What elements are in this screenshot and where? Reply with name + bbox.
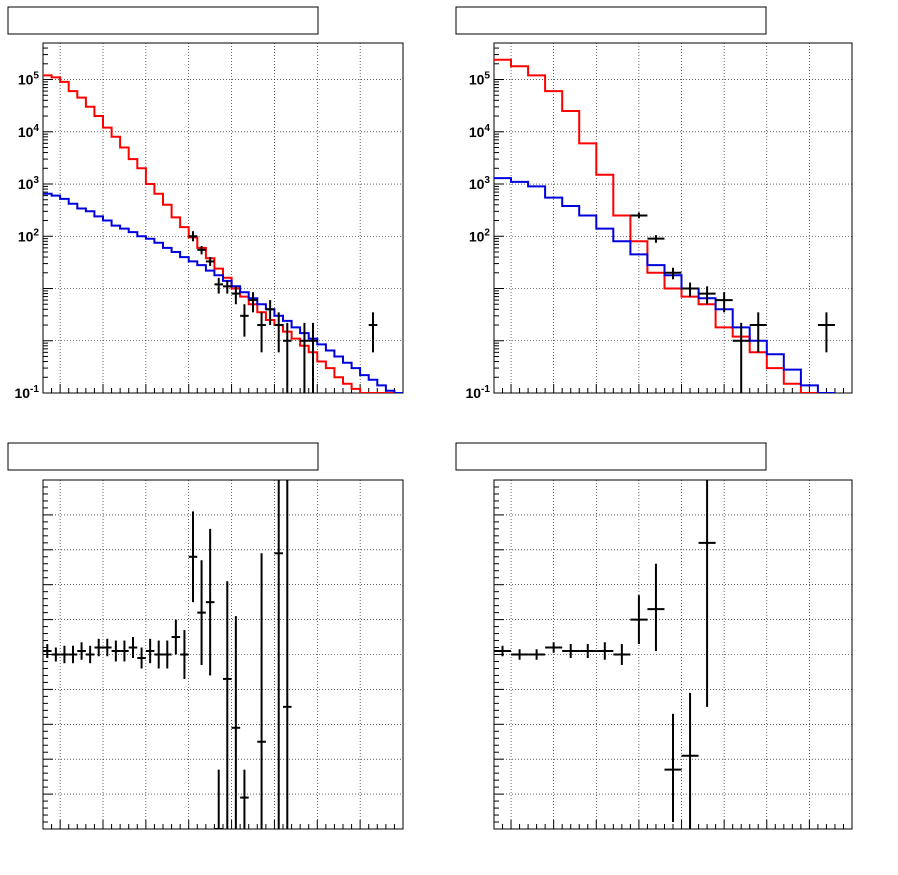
data-point [817,312,835,353]
title-box [7,6,319,35]
data-point [137,647,146,669]
data-point [180,630,189,679]
chart-panel-counts-right: 10-1 102 103 104 105 [455,6,853,401]
data-point [562,644,580,658]
chart-panel-residual-left [7,442,404,830]
data-point [664,267,682,280]
data-point [630,212,648,219]
y-tick-label: 10-1 [14,384,39,401]
data-point [68,645,78,664]
data-point [128,637,138,658]
y-tick-label: 102 [469,227,491,244]
y-tick-label: 104 [18,123,40,140]
data-point [257,553,266,829]
data-point [240,304,249,337]
data-point [51,647,61,662]
data-point [197,560,206,665]
data-point [85,645,95,664]
data-point [77,642,86,660]
data-point [300,322,309,393]
data-point [205,257,215,266]
data-point [231,286,241,305]
data-point [545,642,563,653]
data-point [248,292,258,313]
series-line-model_background [494,177,835,393]
data-point [698,480,716,707]
data-point [171,619,181,655]
data-point [528,649,546,660]
data-point [698,286,716,305]
data-point [111,640,121,662]
data-point [257,312,266,353]
data-point [188,511,198,603]
data-point [43,644,52,658]
data-point [283,322,292,393]
y-tick-label: 103 [469,175,491,192]
data-point [596,642,614,660]
y-tick-label: 105 [469,71,491,88]
data-point [308,322,318,393]
y-tick-label: 102 [18,227,40,244]
series-line-model_background [43,192,403,393]
data-point [154,640,163,669]
data-point [274,312,283,353]
data-point [494,645,512,657]
data-point [749,312,767,353]
data-point [94,638,103,657]
data-point [511,649,529,660]
data-point [223,280,232,294]
data-point [732,322,750,393]
data-point [579,644,597,658]
series-line-model_total [494,58,835,393]
data-point [368,312,378,353]
data-point [223,581,232,829]
data-point [664,713,682,823]
title-box [455,442,767,471]
data-point [145,638,155,664]
data-point [274,480,283,829]
data-point [163,640,172,669]
data-point [613,644,631,665]
title-box [455,6,767,35]
data-point [283,480,292,829]
plot-frame [493,42,853,394]
data-point [630,595,648,645]
data-point [647,235,665,243]
y-tick-label: 10-1 [465,384,490,401]
y-tick-label: 104 [469,123,491,140]
series-line-model_total [43,74,403,393]
data-point [681,282,699,297]
y-tick-label: 103 [18,175,40,192]
data-point [265,300,275,326]
y-tick-label: 105 [18,71,40,88]
data-point [188,231,198,242]
data-point [231,616,241,829]
data-point [205,528,215,676]
data-point [647,563,665,652]
data-point [214,769,223,829]
data-point [120,640,129,662]
data-point [681,692,699,829]
data-point [214,277,223,294]
data-point [240,769,249,829]
chart-panel-counts-left: 10-1 102 103 104 105 [7,6,404,401]
data-point [715,292,733,313]
data-point [60,645,69,664]
title-box [7,442,319,471]
chart-panel-residual-right [455,442,853,830]
data-point [103,638,112,657]
data-point [197,246,206,255]
